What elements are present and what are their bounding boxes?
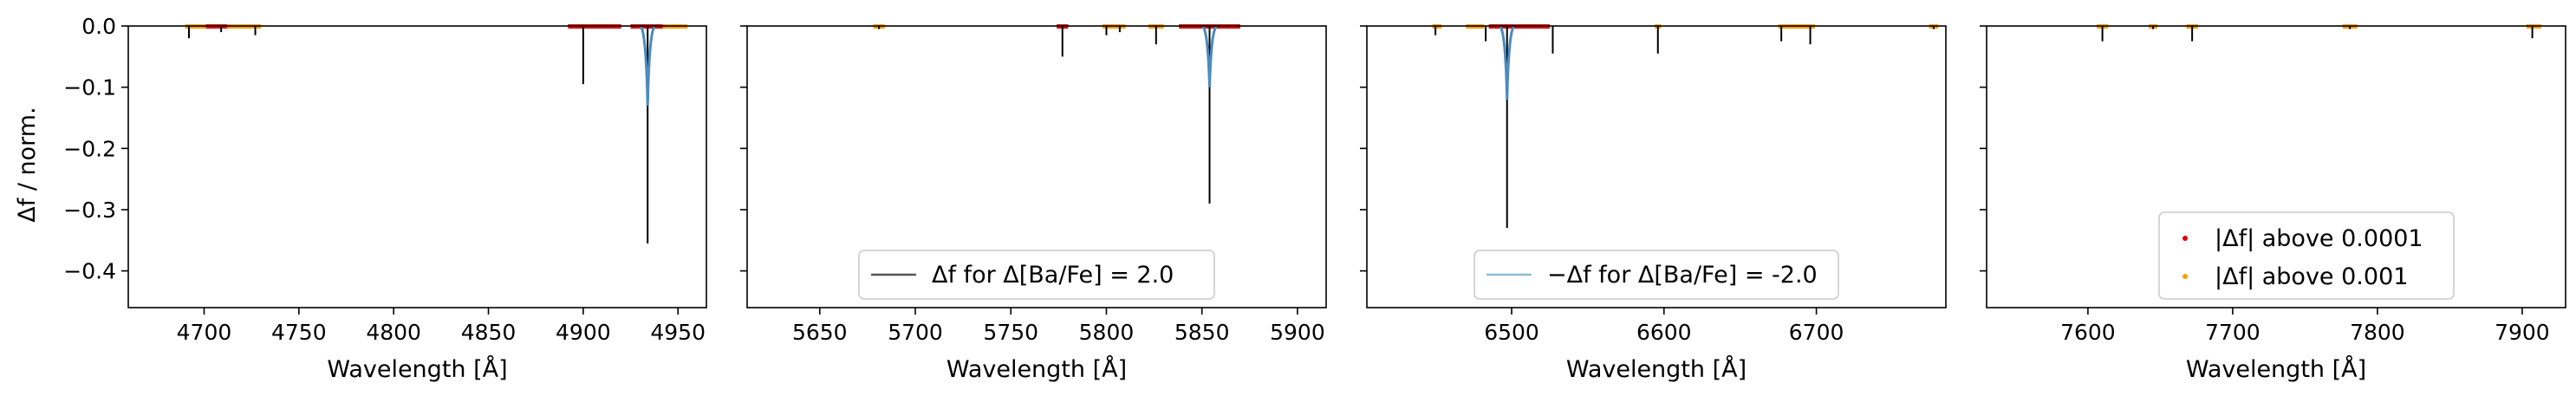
- x-tick-label: 4850: [461, 320, 517, 345]
- y-tick-label: −0.2: [63, 136, 116, 161]
- legend-label: Δf for Δ[Ba/Fe] = 2.0: [932, 262, 1174, 289]
- x-tick-label: 4950: [650, 320, 706, 345]
- x-axis-label: Wavelength [Å]: [1566, 355, 1747, 383]
- x-tick-label: 5750: [983, 320, 1038, 345]
- x-tick-label: 4800: [366, 320, 421, 345]
- chart-panel-3: 6500 6600 6700 Wavelength [Å] −Δf for Δ[Ba/F…: [1360, 24, 1947, 383]
- blue-series-line: [1498, 24, 1516, 100]
- legend-label: −Δf for Δ[Ba/Fe] = -2.0: [1547, 262, 1818, 289]
- chart-panel-4: 7600 7700 7800 7900 Wavelength [Å] |Δf| above…: [1980, 24, 2566, 383]
- legend-box: [858, 250, 1215, 300]
- legend-box: [2158, 211, 2455, 300]
- y-tick-label: −0.3: [63, 198, 116, 223]
- x-axis-label: Wavelength [Å]: [946, 355, 1127, 383]
- axes-frame: [127, 25, 707, 308]
- chart-panel-1: 0.0 −0.1 −0.2 −0.3 −0.4 4700 4750 4800 4850 4900 4…: [63, 14, 707, 383]
- legend-label: |Δf| above 0.001: [2215, 263, 2408, 290]
- blue-series-line: [639, 24, 657, 106]
- y-tick-label: −0.4: [63, 259, 116, 284]
- legend-marker-orange: [2182, 274, 2188, 279]
- x-tick-label: 4700: [177, 320, 232, 345]
- x-tick-label: 7700: [2205, 320, 2261, 345]
- axes-frame: [1366, 25, 1947, 308]
- x-tick-label: 6500: [1484, 320, 1539, 345]
- x-tick-label: 6600: [1636, 320, 1692, 345]
- y-tick-label: −0.1: [63, 75, 116, 101]
- x-axis-label: Wavelength [Å]: [327, 355, 507, 383]
- x-tick-label: 5850: [1174, 320, 1230, 345]
- chart-panel-2: 5650 5700 5750 5800 5850 5900 Wavelength [Å] Δf…: [740, 24, 1327, 383]
- x-tick-label: 7900: [2495, 320, 2550, 345]
- x-tick-label: 6700: [1789, 320, 1844, 345]
- x-tick-label: 5900: [1270, 320, 1325, 345]
- x-axis-label: Wavelength [Å]: [2186, 355, 2366, 383]
- legend-marker-red: [2182, 236, 2188, 241]
- x-tick-label: 5700: [888, 320, 943, 345]
- x-tick-label: 4900: [556, 320, 611, 345]
- y-tick-label: 0.0: [81, 14, 116, 39]
- axes-frame: [746, 25, 1327, 308]
- axes-frame: [1986, 25, 2566, 308]
- blue-series-line: [1200, 24, 1219, 88]
- y-axis-label: Δf / norm.: [14, 107, 41, 222]
- x-tick-label: 7800: [2350, 320, 2405, 345]
- x-tick-label: 5650: [792, 320, 848, 345]
- legend-box: [1473, 250, 1839, 300]
- x-tick-label: 4750: [271, 320, 327, 345]
- legend-label: |Δf| above 0.0001: [2215, 225, 2423, 252]
- x-tick-label: 7600: [2060, 320, 2116, 345]
- x-tick-label: 5800: [1079, 320, 1135, 345]
